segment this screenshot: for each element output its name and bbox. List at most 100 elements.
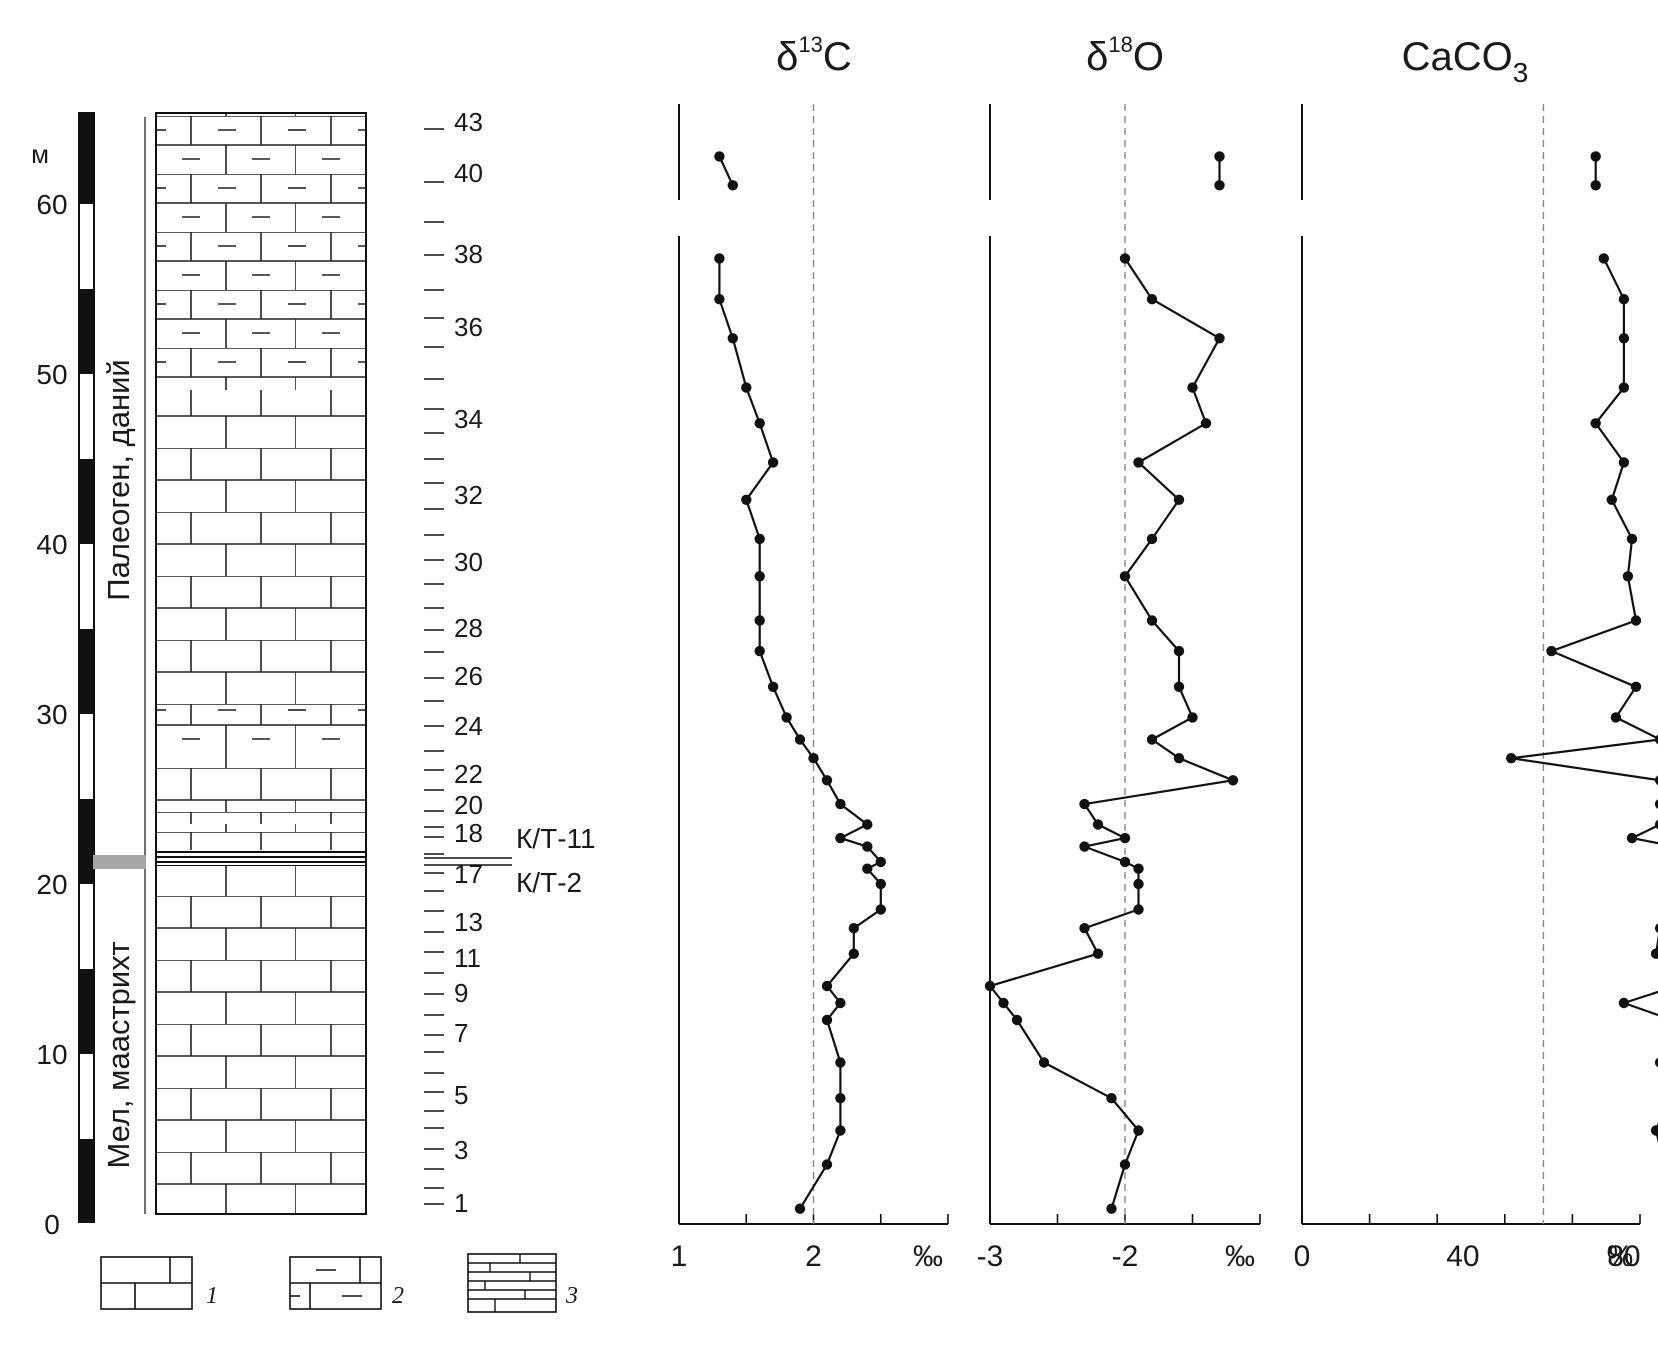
- data-point-d13c-32: [714, 294, 725, 305]
- panel-x-unit-caco3: %: [1607, 1240, 1634, 1273]
- data-point-caco3-6: [1618, 997, 1630, 1009]
- data-point-d18o-27: [1173, 494, 1185, 505]
- data-point-d18o-8: [1092, 948, 1104, 959]
- data-point-d13c-14: [862, 841, 873, 852]
- panel-x-tick-label-d13c-0: 1: [671, 1240, 688, 1273]
- data-point-d13c-1: [821, 1159, 833, 1170]
- data-point-d13c-23: [754, 645, 765, 657]
- data-point-caco3-2: [1650, 1125, 1658, 1136]
- data-point-d13c-29: [754, 418, 765, 429]
- panel-x-tick-label-caco3-1: 40: [1446, 1240, 1479, 1273]
- depth-tick-20: 20: [36, 869, 67, 900]
- data-point-d13c-13: [875, 856, 886, 868]
- data-point-caco3-26: [1626, 533, 1638, 545]
- panel-title-delta: δ: [776, 35, 798, 79]
- panel-d18o: δ18O -3 -2 ‰: [977, 32, 1261, 1273]
- panel-title-element: O: [1133, 35, 1164, 79]
- data-point-d13c-20: [794, 734, 806, 745]
- data-point-d18o-33: [1119, 253, 1131, 264]
- sample-label-32: 32: [454, 480, 483, 510]
- data-point-d18o-30: [1187, 382, 1198, 393]
- data-point-d13c-2: [835, 1125, 846, 1136]
- sample-label-11: 11: [454, 943, 481, 973]
- data-point-caco3-19: [1506, 753, 1517, 764]
- data-point-d18o-15: [1119, 832, 1131, 844]
- sample-label-3: 3: [454, 1135, 468, 1165]
- panel-title-element: C: [823, 35, 852, 79]
- panel-x-tick-label-d13c-1: 2: [805, 1240, 822, 1273]
- depth-tick-labels: 0 10 20 30 40 50 60: [36, 189, 67, 1240]
- depth-bar-blocks: [80, 114, 93, 1221]
- unit-label-paleogene: Палеоген, даний: [101, 359, 136, 600]
- series-line-lower-caco3: [1511, 257, 1658, 1144]
- data-point-d13c-31: [727, 333, 738, 344]
- data-point-caco3-29: [1590, 418, 1601, 429]
- legend-item-limestone: 1: [100, 1256, 218, 1310]
- data-point-d18o-26: [1146, 533, 1158, 545]
- lith-marly-upper: [156, 113, 366, 390]
- depth-bar-black-50: [80, 289, 93, 374]
- depth-scale: 0 10 20 30 40 50 60 м: [31, 112, 95, 1240]
- sample-label-5: 5: [454, 1080, 468, 1110]
- data-point-d13c-11: [875, 878, 886, 890]
- lith-marly-band-2: [156, 812, 366, 824]
- lith-limestone-lower: [156, 866, 366, 1214]
- data-point-d13c-34: [727, 180, 738, 191]
- data-point-d18o-10: [1133, 904, 1144, 915]
- data-point-d13c-33: [714, 253, 725, 264]
- data-point-d13c-7: [821, 980, 833, 992]
- panel-title-isotope: 13: [798, 32, 822, 57]
- depth-tick-50: 50: [36, 359, 67, 390]
- data-point-d18o-29: [1200, 418, 1212, 429]
- data-point-d18o-23: [1173, 645, 1185, 657]
- depth-unit-label: м: [31, 139, 49, 169]
- data-point-d18o-21: [1187, 712, 1198, 723]
- data-point-caco3-18: [1654, 775, 1658, 786]
- data-point-d13c-12: [862, 863, 873, 874]
- data-point-d13c-0: [794, 1203, 806, 1214]
- panel-x-tick-label-caco3-0: 0: [1294, 1240, 1311, 1273]
- panel-title-subscript: 3: [1513, 57, 1529, 88]
- sample-label-30: 30: [454, 547, 483, 577]
- boundary-sample-kt2: К/Т-2: [516, 867, 582, 898]
- data-point-d13c-3: [835, 1093, 846, 1104]
- sample-label-36: 36: [454, 312, 483, 342]
- data-point-d18o-7: [984, 980, 996, 992]
- sample-label-40: 40: [454, 158, 483, 188]
- sample-label-22: 22: [454, 759, 483, 789]
- data-point-caco3-31: [1618, 333, 1630, 344]
- depth-tick-40: 40: [36, 529, 67, 560]
- data-point-d13c-21: [781, 712, 792, 723]
- data-point-d13c-35: [714, 151, 725, 162]
- data-point-d18o-0: [1106, 1203, 1117, 1214]
- data-point-d18o-24: [1146, 615, 1158, 626]
- data-point-caco3-27: [1606, 494, 1618, 505]
- data-point-caco3-35: [1590, 151, 1601, 162]
- sample-label-9: 9: [454, 978, 468, 1008]
- data-point-caco3-16: [1654, 819, 1658, 830]
- data-point-d13c-17: [835, 798, 846, 810]
- lith-limestone-upper: [156, 390, 366, 708]
- depth-bar-black-20: [80, 799, 93, 884]
- data-point-caco3-15: [1626, 832, 1638, 844]
- data-point-d13c-5: [821, 1014, 833, 1026]
- series-line-lower-d18o: [988, 257, 1238, 1210]
- depth-tick-10: 10: [36, 1039, 67, 1070]
- data-point-d13c-4: [835, 1057, 846, 1068]
- sample-label-18: 18: [454, 818, 483, 848]
- data-point-caco3-4: [1654, 1057, 1658, 1068]
- data-point-d18o-9: [1079, 923, 1090, 934]
- depth-tick-0: 0: [44, 1209, 60, 1240]
- data-point-d18o-35: [1214, 151, 1225, 162]
- data-point-d13c-27: [741, 494, 752, 505]
- data-point-d13c-25: [754, 571, 765, 582]
- sample-label-26: 26: [454, 661, 483, 691]
- data-point-d18o-32: [1146, 294, 1158, 305]
- data-point-caco3-30: [1618, 382, 1630, 393]
- depth-tick-30: 30: [36, 699, 67, 730]
- data-point-caco3-24: [1630, 615, 1642, 626]
- lithology-column: [155, 112, 367, 1215]
- data-point-caco3-9: [1654, 923, 1658, 933]
- data-point-d13c-10: [875, 904, 886, 915]
